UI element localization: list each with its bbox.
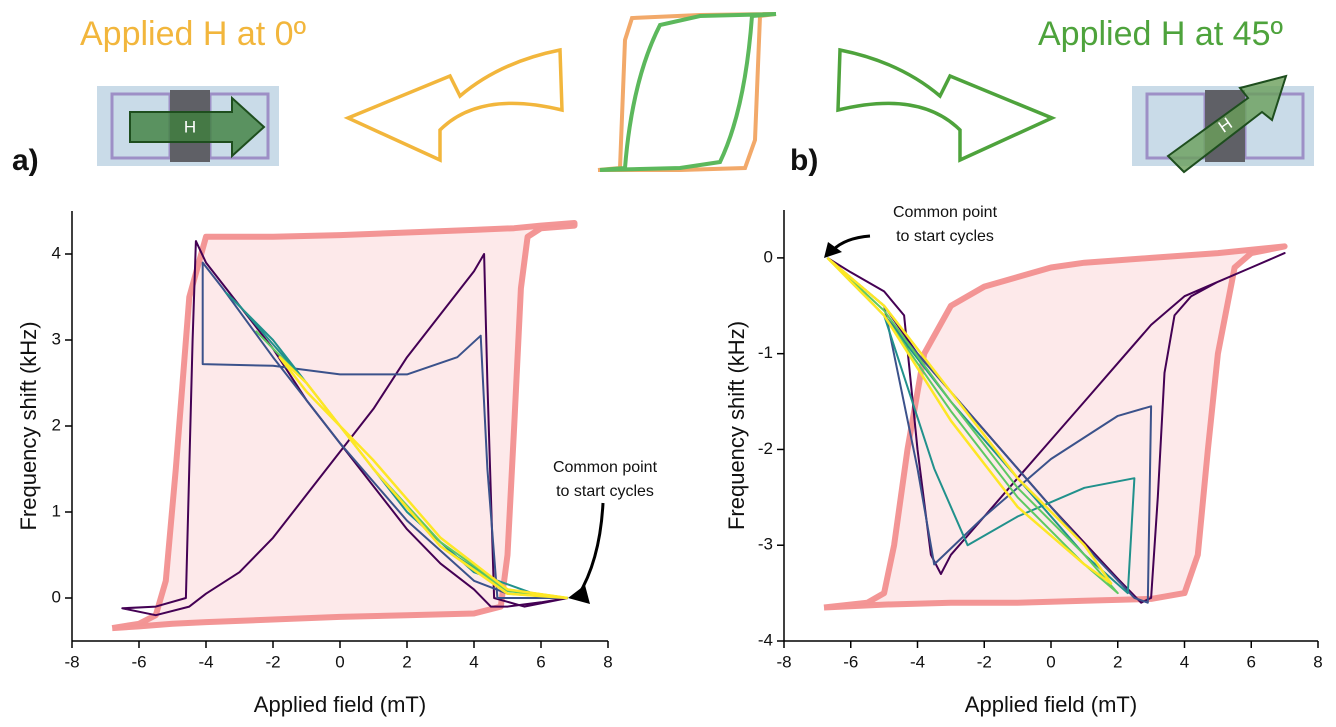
arrow-label: H	[184, 117, 196, 136]
x-tick-label: 8	[1313, 652, 1322, 671]
x-tick-label: -2	[977, 652, 992, 671]
annotation-arrowhead	[568, 585, 590, 604]
annotation: to start cycles	[556, 483, 654, 500]
x-axis-label: Applied field (mT)	[254, 692, 426, 717]
device-icon-left	[97, 86, 279, 166]
x-axis-label: Applied field (mT)	[965, 692, 1137, 717]
loop-fill	[112, 223, 575, 629]
panel-label: a)	[12, 144, 39, 177]
x-tick-label: -2	[265, 652, 280, 671]
curved-arrow-left	[343, 47, 564, 163]
inset-loop	[597, 12, 777, 172]
curve	[111, 220, 578, 632]
x-tick-label: -4	[910, 652, 925, 671]
x-tick-label: 4	[1180, 652, 1189, 671]
curve	[121, 240, 568, 617]
y-tick-label: 0	[52, 587, 61, 606]
x-tick-label: 6	[536, 652, 545, 671]
curve	[823, 243, 1288, 611]
annotation: Common point	[893, 204, 998, 221]
x-tick-label: 2	[402, 652, 411, 671]
annotation-arrow	[831, 234, 871, 252]
x-tick-label: 6	[1247, 652, 1256, 671]
x-tick-label: -8	[64, 652, 79, 671]
panel-label: b)	[790, 144, 818, 177]
y-tick-label: 1	[52, 501, 61, 520]
y-tick-label: -1	[758, 343, 773, 362]
y-tick-label: 2	[52, 415, 61, 434]
curve	[278, 355, 568, 600]
x-tick-label: -6	[843, 652, 858, 671]
device-icon-right	[1132, 74, 1314, 174]
y-tick-label: 0	[764, 247, 773, 266]
left-title: Applied H at 0º	[80, 15, 306, 53]
x-tick-label: 4	[469, 652, 478, 671]
loop-fill	[824, 246, 1285, 608]
x-tick-label: -4	[198, 652, 213, 671]
y-tick-label: -4	[758, 630, 773, 649]
y-tick-label: -2	[758, 439, 773, 458]
x-tick-label: -8	[776, 652, 791, 671]
curve	[826, 257, 1153, 604]
y-tick-label: 3	[52, 329, 61, 348]
y-axis-label: Frequency shift (kHz)	[724, 321, 749, 530]
y-tick-label: 4	[52, 243, 61, 262]
x-tick-label: 2	[1113, 652, 1122, 671]
right-title: Applied H at 45º	[1038, 15, 1283, 53]
curved-arrow-right	[836, 47, 1057, 163]
y-axis-label: Frequency shift (kHz)	[16, 321, 41, 530]
x-tick-label: 8	[603, 652, 612, 671]
annotation-arrowhead	[824, 242, 842, 258]
annotation-arrow	[576, 502, 605, 597]
y-tick-label: -3	[758, 535, 773, 554]
annotation: Common point	[553, 459, 658, 476]
x-tick-label: 0	[1046, 652, 1055, 671]
curve	[201, 261, 568, 599]
annotation: to start cycles	[896, 228, 994, 245]
x-tick-label: 0	[335, 652, 344, 671]
curve	[826, 257, 1119, 595]
x-tick-label: -6	[131, 652, 146, 671]
curve	[826, 256, 1113, 585]
